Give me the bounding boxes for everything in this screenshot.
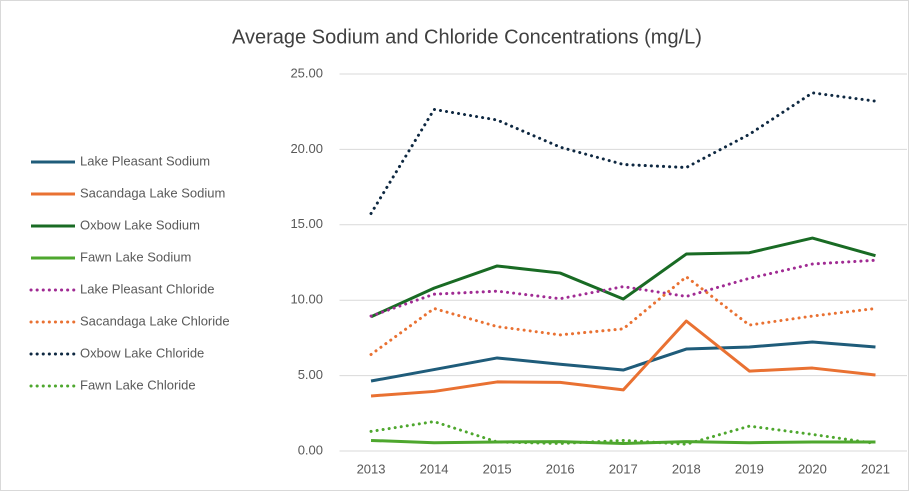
x-tick-label: 2019 [735, 461, 764, 476]
series-line [370, 340, 876, 383]
legend-label: Sacandaga Lake Sodium [80, 185, 225, 200]
legend-label: Lake Pleasant Chloride [80, 281, 214, 296]
y-tick-label: 15.00 [290, 216, 323, 231]
x-tick-label: 2013 [357, 461, 386, 476]
series-line [369, 258, 877, 318]
series-line [370, 438, 876, 445]
legend-label: Lake Pleasant Sodium [80, 153, 210, 168]
x-tick-label: 2014 [420, 461, 449, 476]
x-tick-label: 2017 [609, 461, 638, 476]
x-tick-label: 2016 [546, 461, 575, 476]
x-tick-label: 2018 [672, 461, 701, 476]
y-tick-label: 10.00 [290, 292, 323, 307]
legend-label: Sacandaga Lake Chloride [80, 313, 230, 328]
y-tick-label: 25.00 [290, 65, 323, 80]
x-tick-label: 2020 [798, 461, 827, 476]
y-tick-label: 5.00 [298, 367, 323, 382]
series-line [370, 236, 876, 319]
legend-label: Oxbow Lake Sodium [80, 217, 200, 232]
chart-title: Average Sodium and Chloride Concentratio… [232, 26, 702, 48]
legend-label: Oxbow Lake Chloride [80, 345, 204, 360]
x-tick-label: 2015 [483, 461, 512, 476]
series-line [369, 420, 877, 446]
series-line [370, 319, 876, 398]
x-tick-label: 2021 [861, 461, 890, 476]
legend-label: Fawn Lake Chloride [80, 377, 196, 392]
y-tick-label: 0.00 [298, 442, 323, 457]
legend-label: Fawn Lake Sodium [80, 249, 191, 264]
y-tick-label: 20.00 [290, 141, 323, 156]
